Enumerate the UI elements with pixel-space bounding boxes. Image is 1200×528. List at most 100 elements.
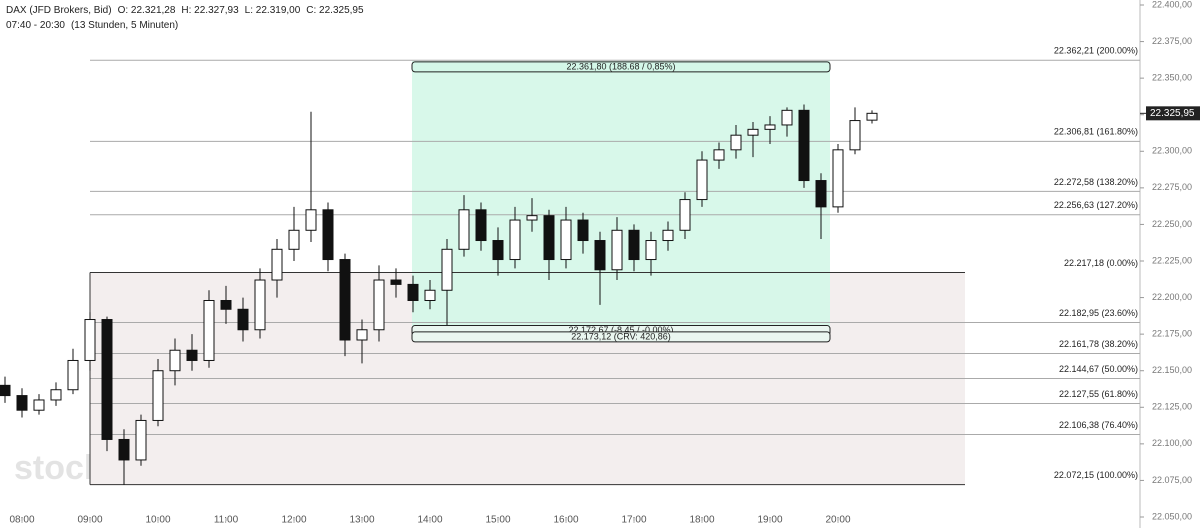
- candle-body: [679, 199, 691, 231]
- y-tick-label: 22.375,00: [1152, 36, 1192, 46]
- candle-body: [611, 229, 623, 271]
- x-tick-label: 09:00: [77, 515, 102, 526]
- ohlc: O: 22.321,28: [117, 5, 176, 16]
- candle-body: [509, 219, 521, 261]
- candle-body: [628, 229, 640, 261]
- candle-body: [152, 370, 164, 421]
- x-tick-label: 16:00: [553, 515, 578, 526]
- symbol: DAX (JFD Brokers, Bid): [6, 5, 112, 16]
- candle-body: [560, 219, 572, 261]
- ohlc: C: 22.325,95: [306, 5, 364, 16]
- candle-body: [781, 109, 793, 126]
- candle-body: [764, 124, 776, 130]
- y-tick-label: 22.175,00: [1152, 329, 1192, 339]
- last-price-tag: [1146, 106, 1200, 121]
- position-text: 22.173,12 (CRV: 420,86): [571, 331, 671, 341]
- candle-body: [577, 219, 589, 242]
- candle-body: [594, 240, 606, 271]
- session: 07:40 - 20:30: [6, 20, 65, 31]
- header: DAX (JFD Brokers, Bid) O: 22.321,28 H: 22.…: [6, 3, 370, 33]
- candle-body: [798, 109, 810, 182]
- candle-body: [730, 134, 742, 151]
- fib-label: 22.217,18 (0.00%): [1064, 258, 1138, 268]
- fib-label: 22.256,63 (127.20%): [1054, 200, 1138, 210]
- fib-label: 22.182,95 (23.60%): [1059, 308, 1138, 318]
- candle-body: [492, 240, 504, 261]
- candle-body: [815, 180, 827, 208]
- fib-label: 22.144,67 (50.00%): [1059, 364, 1138, 374]
- candle-body: [220, 299, 232, 310]
- candle-body: [356, 329, 368, 341]
- x-tick-label: 19:00: [757, 515, 782, 526]
- candle-body: [832, 149, 844, 208]
- y-tick-label: 22.125,00: [1152, 402, 1192, 412]
- y-tick-label: 22.200,00: [1152, 292, 1192, 302]
- fib-label: 22.362,21 (200.00%): [1054, 46, 1138, 56]
- x-tick-label: 12:00: [281, 515, 306, 526]
- x-tick-label: 13:00: [349, 515, 374, 526]
- x-tick-label: 18:00: [689, 515, 714, 526]
- candle-body: [50, 389, 62, 401]
- ohlc: L: 22.319,00: [244, 5, 301, 16]
- y-tick-label: 22.075,00: [1152, 475, 1192, 485]
- candle-body: [305, 209, 317, 231]
- position-pill: [411, 331, 831, 343]
- candle-body: [203, 299, 215, 361]
- fib-label: 22.272,58 (138.20%): [1054, 177, 1138, 187]
- ohlc: H: 22.327,93: [181, 5, 239, 16]
- fib-label: 22.127,55 (61.80%): [1059, 389, 1138, 399]
- candle-body: [288, 229, 300, 250]
- last-price-label: 22.325,95: [1150, 108, 1195, 119]
- position-label: 22.361,80 (188.68 / 0,85%): [411, 61, 831, 73]
- candle-body: [662, 229, 674, 242]
- y-tick-label: 22.300,00: [1152, 146, 1192, 156]
- y-tick-label: 22.350,00: [1152, 73, 1192, 83]
- fib-label: 22.161,78 (38.20%): [1059, 339, 1138, 349]
- x-tick-label: 10:00: [145, 515, 170, 526]
- candle-body: [186, 349, 198, 361]
- position-text: 22.172,67 (-8.45 / -0,00%): [568, 325, 673, 335]
- x-tick-label: 11:00: [214, 515, 239, 526]
- duration: (13 Stunden, 5 Minuten): [70, 20, 179, 31]
- position-pill: [411, 61, 831, 73]
- candle-body: [526, 215, 538, 221]
- target-zone: [412, 60, 830, 337]
- candle-body: [390, 279, 402, 285]
- y-tick-label: 22.400,00: [1152, 0, 1192, 9]
- y-tick-label: 22.100,00: [1152, 438, 1192, 448]
- y-tick-label: 22.050,00: [1152, 511, 1192, 521]
- x-tick-label: 08:00: [9, 515, 34, 526]
- candle-body: [33, 399, 45, 411]
- candle-body: [849, 120, 861, 151]
- candle-body: [645, 240, 657, 261]
- candle-body: [16, 395, 28, 411]
- candle-body: [373, 279, 385, 331]
- candle-body: [118, 438, 130, 461]
- candle-body: [696, 159, 708, 201]
- y-tick-label: 22.275,00: [1152, 182, 1192, 192]
- fib-label: 22.072,15 (100.00%): [1054, 470, 1138, 480]
- candle-body: [713, 149, 725, 161]
- candle-body: [67, 359, 79, 391]
- candle-body: [747, 128, 759, 136]
- candle-body: [271, 248, 283, 281]
- candle-body: [475, 209, 487, 242]
- header-line: DAX (JFD Brokers, Bid) O: 22.321,28 H: 22.…: [6, 3, 370, 18]
- candle-body: [135, 419, 147, 461]
- candle-body: [0, 384, 11, 397]
- candle-body: [237, 308, 249, 331]
- candle-body: [866, 112, 878, 121]
- position-label: 22.173,12 (CRV: 420,86): [411, 331, 831, 343]
- x-tick-label: 20:00: [825, 515, 850, 526]
- candle-body: [101, 319, 113, 440]
- candle-body: [322, 209, 334, 261]
- y-tick-label: 22.250,00: [1152, 219, 1192, 229]
- candle-body: [458, 209, 470, 250]
- candle-body: [169, 349, 181, 372]
- candle-body: [407, 283, 419, 301]
- y-tick-label: 22.150,00: [1152, 365, 1192, 375]
- candle-body: [254, 279, 266, 331]
- x-tick-label: 15:00: [485, 515, 510, 526]
